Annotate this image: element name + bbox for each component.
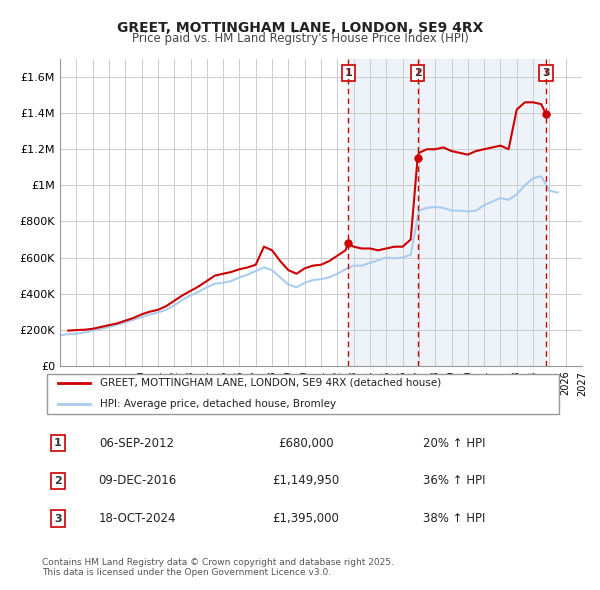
Text: 3: 3 — [54, 514, 62, 523]
Text: 20% ↑ HPI: 20% ↑ HPI — [422, 437, 485, 450]
FancyBboxPatch shape — [47, 374, 559, 414]
Text: 18-OCT-2024: 18-OCT-2024 — [98, 512, 176, 525]
Text: 2: 2 — [413, 68, 421, 78]
Text: 1: 1 — [344, 68, 352, 78]
Text: 3: 3 — [542, 68, 550, 78]
Text: £680,000: £680,000 — [278, 437, 334, 450]
Text: £1,149,950: £1,149,950 — [272, 474, 340, 487]
Text: GREET, MOTTINGHAM LANE, LONDON, SE9 4RX: GREET, MOTTINGHAM LANE, LONDON, SE9 4RX — [117, 21, 483, 35]
Text: Contains HM Land Registry data © Crown copyright and database right 2025.
This d: Contains HM Land Registry data © Crown c… — [42, 558, 394, 577]
Bar — [348, 59, 546, 366]
Text: GREET, MOTTINGHAM LANE, LONDON, SE9 4RX (detached house): GREET, MOTTINGHAM LANE, LONDON, SE9 4RX … — [100, 378, 442, 388]
Text: HPI: Average price, detached house, Bromley: HPI: Average price, detached house, Brom… — [100, 399, 336, 408]
Text: Price paid vs. HM Land Registry's House Price Index (HPI): Price paid vs. HM Land Registry's House … — [131, 32, 469, 45]
Text: 2: 2 — [54, 476, 62, 486]
Text: 38% ↑ HPI: 38% ↑ HPI — [422, 512, 485, 525]
Text: 09-DEC-2016: 09-DEC-2016 — [98, 474, 176, 487]
Text: 1: 1 — [54, 438, 62, 448]
Text: 06-SEP-2012: 06-SEP-2012 — [100, 437, 175, 450]
Text: £1,395,000: £1,395,000 — [272, 512, 340, 525]
Text: 36% ↑ HPI: 36% ↑ HPI — [422, 474, 485, 487]
